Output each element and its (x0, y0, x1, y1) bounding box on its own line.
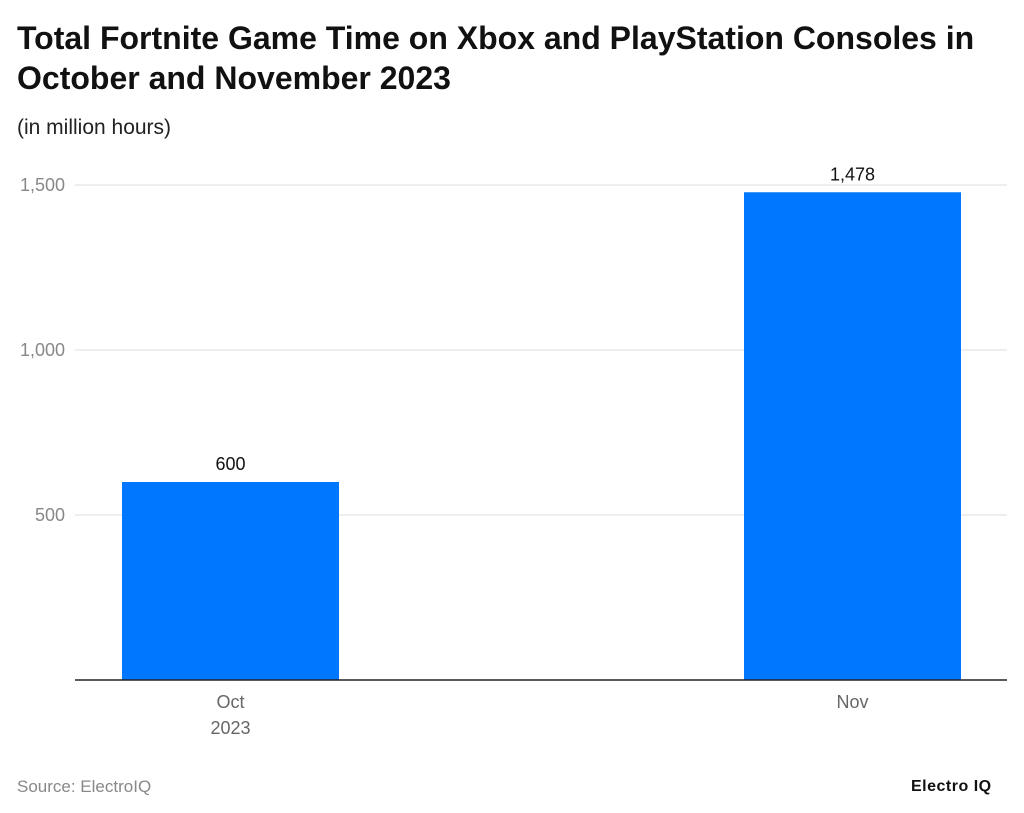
x-tick-label: 2023 (210, 718, 250, 738)
data-label: 600 (215, 454, 245, 474)
bar (744, 192, 961, 680)
x-tick-label: Nov (836, 692, 868, 712)
y-tick-label: 1,500 (20, 175, 65, 195)
bar (122, 482, 339, 680)
chart-subtitle: (in million hours) (17, 116, 172, 139)
x-tick-label: Oct (216, 692, 244, 712)
source-note: Source: ElectroIQ (17, 777, 152, 796)
y-tick-label: 500 (35, 505, 65, 525)
y-tick-label: 1,000 (20, 340, 65, 360)
chart-title: Total Fortnite Game Time on Xbox and Pla… (17, 20, 975, 96)
data-label: 1,478 (830, 164, 875, 184)
brand-logo: Electro IQ (911, 778, 992, 795)
